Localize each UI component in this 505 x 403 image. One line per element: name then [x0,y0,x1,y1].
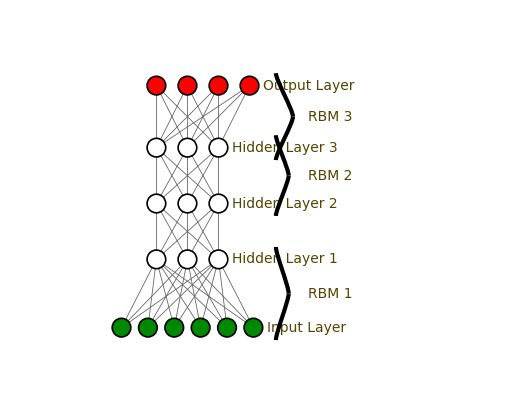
Text: Hidden Layer 3: Hidden Layer 3 [232,141,338,155]
Text: Input Layer: Input Layer [267,321,346,334]
Text: RBM 2: RBM 2 [309,168,353,183]
Circle shape [178,194,197,213]
Circle shape [209,194,228,213]
Circle shape [218,318,236,337]
Text: Hidden Layer 1: Hidden Layer 1 [232,252,338,266]
Text: Hidden Layer 2: Hidden Layer 2 [232,197,338,210]
Text: RBM 1: RBM 1 [309,287,353,301]
Circle shape [138,318,157,337]
Circle shape [191,318,210,337]
Circle shape [147,138,166,157]
Circle shape [209,76,228,95]
Circle shape [147,194,166,213]
Circle shape [240,76,259,95]
Circle shape [209,138,228,157]
Circle shape [244,318,263,337]
Circle shape [147,250,166,269]
Circle shape [112,318,131,337]
Circle shape [165,318,183,337]
Circle shape [178,138,197,157]
Circle shape [147,76,166,95]
Text: RBM 3: RBM 3 [309,110,353,124]
Circle shape [178,250,197,269]
Text: Output Layer: Output Layer [264,79,355,93]
Circle shape [178,76,197,95]
Circle shape [209,250,228,269]
